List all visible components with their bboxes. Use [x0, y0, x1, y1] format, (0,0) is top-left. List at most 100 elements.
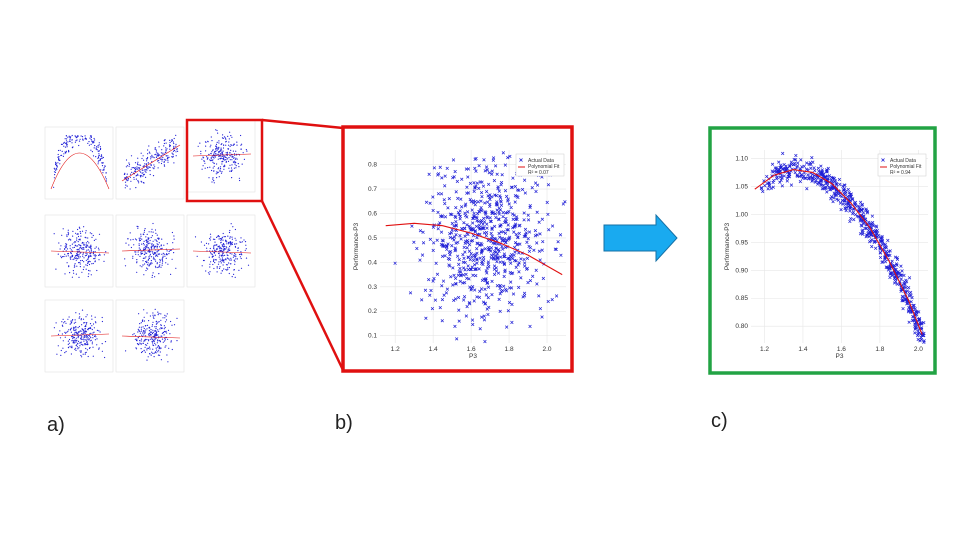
- data-point: [497, 212, 502, 216]
- data-point: [471, 228, 476, 232]
- thumbnail-point: [84, 338, 86, 341]
- thumbnail-point: [165, 151, 167, 153]
- data-point: [915, 333, 920, 338]
- thumbnail-point: [137, 227, 139, 229]
- thumbnail-point: [163, 142, 165, 145]
- thumbnail-point: [213, 248, 215, 250]
- thumbnail-point: [226, 269, 228, 271]
- thumbnail-point: [208, 153, 210, 156]
- data-point: [500, 244, 504, 249]
- thumbnail-point: [89, 335, 91, 337]
- data-point: [512, 253, 516, 257]
- thumbnail-point: [220, 150, 222, 152]
- thumbnail-point: [211, 160, 213, 162]
- thumbnail-point: [133, 178, 135, 180]
- y-tick-label: 0.90: [735, 267, 748, 274]
- thumbnail-point: [222, 239, 224, 241]
- thumbnail-point: [149, 255, 151, 257]
- thumbnail-point: [241, 241, 243, 243]
- thumbnail-point: [157, 321, 159, 323]
- thumbnail-point: [53, 177, 56, 179]
- data-point: [843, 198, 847, 203]
- data-point: [448, 232, 452, 236]
- data-point: [522, 291, 527, 295]
- thumbnail-point: [86, 245, 88, 247]
- thumbnail-point: [216, 244, 218, 246]
- thumbnail-point: [102, 162, 104, 164]
- data-point: [495, 284, 500, 288]
- thumbnail-point: [67, 330, 69, 332]
- thumbnail-point: [68, 342, 70, 344]
- data-point: [490, 279, 494, 283]
- data-point: [883, 256, 887, 260]
- thumbnail-point: [209, 233, 212, 235]
- data-point: [767, 180, 771, 185]
- thumbnail-point: [155, 156, 157, 158]
- thumbnail-point: [214, 156, 217, 158]
- data-point: [878, 255, 883, 260]
- thumbnail-point: [147, 251, 149, 253]
- data-point: [917, 331, 921, 335]
- thumbnail-point: [84, 328, 87, 330]
- data-point: [436, 227, 440, 231]
- thumbnail-point: [75, 241, 77, 243]
- thumbnail-point: [85, 323, 88, 325]
- thumbnail-point: [150, 156, 152, 158]
- thumbnail-point: [235, 150, 237, 152]
- thumbnail-point: [224, 248, 226, 250]
- thumbnail-point: [150, 256, 153, 258]
- data-point: [527, 249, 532, 254]
- thumbnail-point: [172, 141, 174, 143]
- chart-c: 1.2 1.4 1.6 1.8 2.00.800.850.900.951.001.051…: [724, 150, 928, 360]
- thumbnail-point: [56, 353, 58, 355]
- thumbnail-point: [212, 255, 214, 257]
- thumbnail-point: [157, 255, 159, 257]
- thumbnail-point: [126, 173, 128, 175]
- thumbnail-point: [140, 340, 142, 342]
- data-point: [502, 237, 507, 241]
- thumbnail-point: [73, 242, 75, 244]
- thumbnail-point: [148, 320, 150, 322]
- data-point: [777, 160, 781, 164]
- thumbnail-point: [214, 151, 216, 153]
- data-point: [477, 163, 481, 168]
- thumbnail-point: [83, 335, 85, 337]
- data-point: [465, 191, 469, 195]
- thumbnail-point: [143, 327, 145, 330]
- thumbnail-point: [83, 330, 85, 332]
- data-point: [473, 186, 477, 190]
- data-point: [456, 196, 460, 201]
- thumbnail-point: [144, 251, 146, 253]
- thumbnail-point: [105, 172, 107, 174]
- thumbnail-point: [71, 243, 73, 245]
- data-point: [474, 252, 478, 257]
- thumbnail-point: [208, 243, 210, 245]
- x-tick-label: 1.2: [391, 346, 400, 353]
- thumbnail-point: [70, 136, 72, 138]
- thumbnail-point: [230, 170, 233, 172]
- thumbnail-point: [245, 244, 247, 246]
- thumbnail-point: [82, 268, 84, 271]
- data-point: [843, 206, 847, 210]
- thumbnail-point: [125, 159, 128, 161]
- data-point: [841, 184, 845, 188]
- data-point: [438, 165, 442, 169]
- x-tick-label: 1.2: [760, 346, 769, 353]
- data-point: [499, 203, 504, 207]
- data-point: [448, 253, 452, 257]
- data-point: [474, 156, 478, 161]
- thumbnail-point: [218, 167, 220, 169]
- data-point: [867, 240, 872, 244]
- thumbnail-point: [78, 347, 80, 349]
- data-point: [900, 269, 904, 273]
- thumbnail-point: [139, 237, 141, 239]
- thumbnail-point: [150, 262, 152, 264]
- thumbnail-point: [94, 139, 96, 141]
- thumbnail-point: [148, 257, 151, 259]
- thumbnail-point: [146, 158, 148, 160]
- thumbnail-point: [69, 345, 71, 347]
- thumbnail-point: [139, 248, 141, 250]
- thumbnail-point: [144, 253, 146, 256]
- thumbnail-point: [94, 256, 96, 258]
- thumbnail-point: [151, 351, 153, 353]
